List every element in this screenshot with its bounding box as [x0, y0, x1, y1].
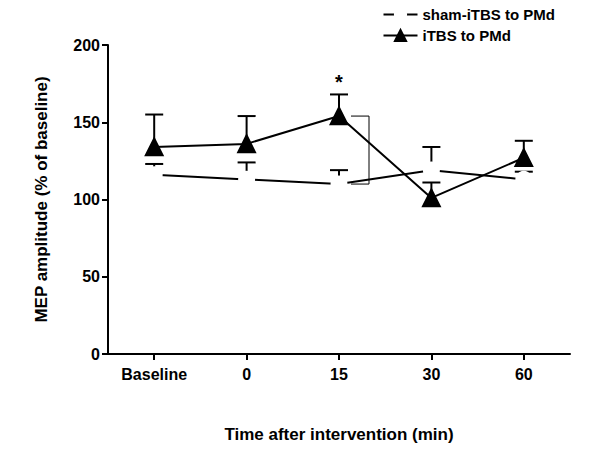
svg-text:Baseline: Baseline	[121, 366, 187, 383]
svg-text:Time after intervention (min): Time after intervention (min)	[224, 425, 453, 444]
svg-text:30: 30	[423, 366, 441, 383]
svg-text:0: 0	[91, 346, 100, 363]
svg-text:50: 50	[82, 268, 100, 285]
svg-text:15: 15	[330, 366, 348, 383]
svg-text:150: 150	[73, 114, 100, 131]
svg-text:60: 60	[515, 366, 533, 383]
svg-text:MEP amplitude (% of baseline): MEP amplitude (% of baseline)	[32, 76, 51, 322]
svg-text:sham-iTBS to PMd: sham-iTBS to PMd	[422, 6, 555, 23]
svg-text:200: 200	[73, 37, 100, 54]
svg-text:*: *	[335, 71, 343, 93]
svg-text:iTBS to PMd: iTBS to PMd	[422, 27, 510, 44]
svg-text:100: 100	[73, 191, 100, 208]
svg-text:0: 0	[242, 366, 251, 383]
